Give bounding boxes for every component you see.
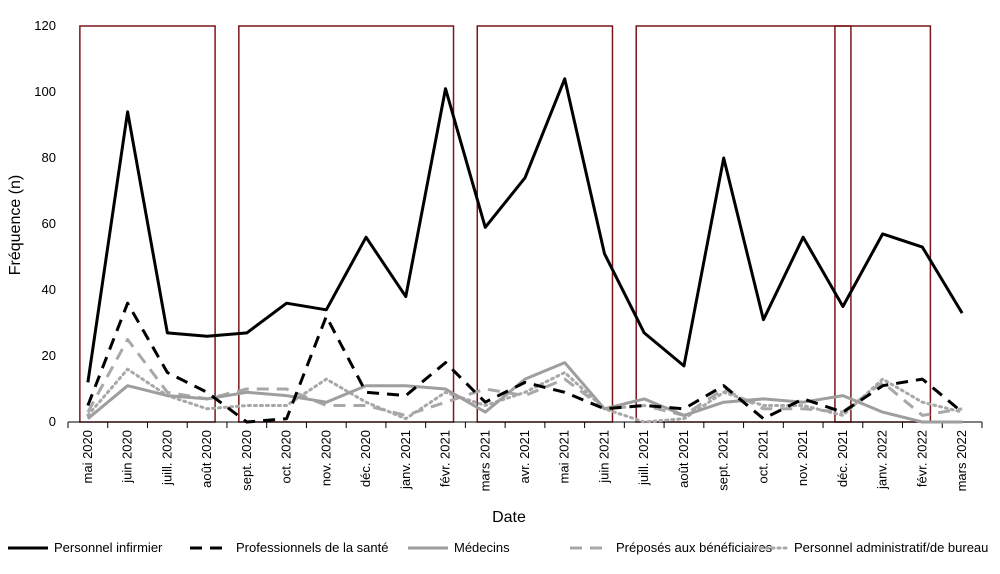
x-tick-label: nov. 2021 — [795, 430, 810, 486]
x-tick-label: mai 2020 — [80, 430, 95, 483]
y-axis-title: Fréquence (n) — [7, 175, 24, 276]
x-tick-label: déc. 2020 — [358, 430, 373, 487]
x-tick-label: juin 2021 — [596, 430, 611, 484]
y-tick-label: 80 — [42, 150, 56, 165]
x-tick-label: mai 2021 — [557, 430, 572, 483]
x-tick-label: oct. 2020 — [279, 430, 294, 484]
x-tick-label: nov. 2020 — [318, 430, 333, 486]
legend-label: Professionnels de la santé — [236, 540, 388, 555]
x-tick-label: sept. 2020 — [239, 430, 254, 491]
x-tick-label: févr. 2021 — [438, 430, 453, 487]
y-axis: 0 20 40 60 80 100 120 — [34, 18, 56, 429]
x-tick-label: févr. 2022 — [914, 430, 929, 487]
x-tick-label: oct. 2021 — [755, 430, 770, 484]
x-tick-label: déc. 2021 — [835, 430, 850, 487]
highlight-box-4 — [635, 25, 852, 423]
series-lines — [86, 77, 964, 424]
legend-label: Médecins — [454, 540, 510, 555]
series-line-3 — [86, 361, 963, 424]
legend: Personnel infirmier Professionnels de la … — [8, 540, 988, 555]
highlight-box-5 — [834, 25, 932, 423]
legend-label: Personnel administratif/de bureau — [794, 540, 988, 555]
x-axis-title: Date — [492, 509, 526, 526]
series-line-4 — [86, 338, 963, 417]
legend-label: Préposés aux bénéficiaires — [616, 540, 773, 555]
y-tick-label: 0 — [49, 414, 56, 429]
x-tick-label: janv. 2021 — [398, 430, 413, 490]
x-tick-label: juill. 2020 — [159, 430, 174, 486]
x-tick-label: juin 2020 — [120, 430, 135, 484]
x-tick-label: mars 2022 — [954, 430, 969, 491]
x-tick-label: sept. 2021 — [716, 430, 731, 491]
series-line-2 — [86, 301, 964, 424]
highlight-box-2 — [238, 25, 455, 423]
highlight-box-3 — [476, 25, 614, 423]
y-tick-label: 60 — [42, 216, 56, 231]
series-line-5 — [86, 367, 964, 424]
y-tick-label: 120 — [34, 18, 56, 33]
y-tick-label: 100 — [34, 84, 56, 99]
x-tick-label: août 2021 — [676, 430, 691, 488]
x-axis: mai 2020 juin 2020 juill. 2020 août 2020 sep… — [67, 421, 983, 491]
x-tick-label: août 2020 — [199, 430, 214, 488]
x-tick-label: avr. 2021 — [517, 430, 532, 484]
highlight-boxes — [79, 25, 932, 423]
x-tick-label: mars 2021 — [477, 430, 492, 491]
legend-label: Personnel infirmier — [54, 540, 163, 555]
series-line-1 — [86, 77, 964, 383]
x-tick-label: juill. 2021 — [636, 430, 651, 486]
y-tick-label: 40 — [42, 282, 56, 297]
y-tick-label: 20 — [42, 348, 56, 363]
x-tick-label: janv. 2022 — [875, 430, 890, 490]
